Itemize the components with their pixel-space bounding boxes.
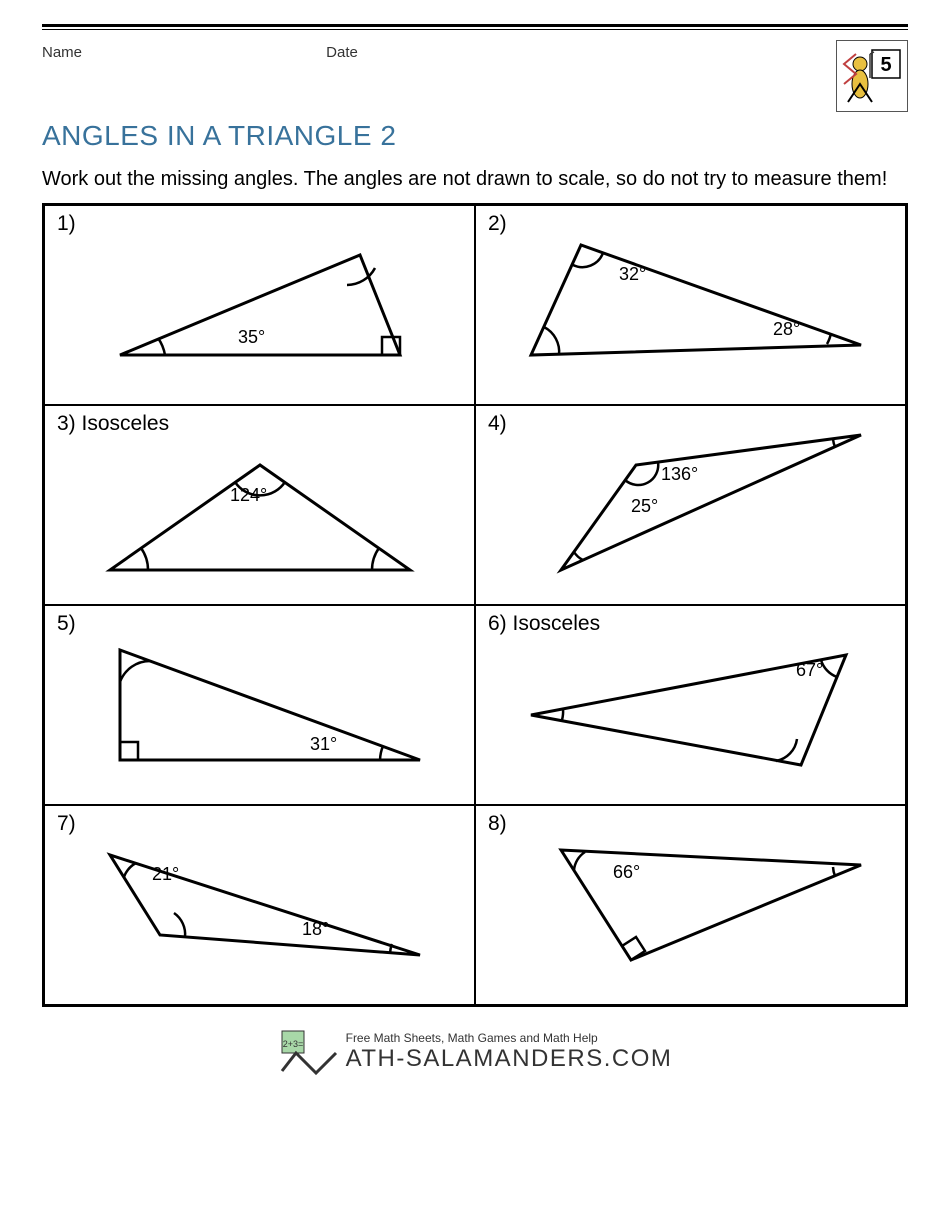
problem-number: 2) bbox=[488, 212, 507, 236]
triangle-diagram: 31° bbox=[70, 620, 450, 790]
problem-number: 8) bbox=[488, 812, 507, 836]
triangle-diagram: 35° bbox=[80, 225, 440, 385]
page-rule bbox=[42, 24, 908, 30]
svg-text:2+3=: 2+3= bbox=[282, 1039, 303, 1049]
triangle-diagram: 67° bbox=[501, 620, 881, 790]
angle-label: 18° bbox=[302, 919, 329, 939]
grade-badge-icon: 5 bbox=[836, 40, 908, 112]
grade-number: 5 bbox=[880, 54, 891, 76]
instructions: Work out the missing angles. The angles … bbox=[42, 166, 908, 193]
page-footer: 2+3= Free Math Sheets, Math Games and Ma… bbox=[42, 1027, 908, 1082]
page-title: ANGLES IN A TRIANGLE 2 bbox=[42, 120, 908, 152]
angle-label: 136° bbox=[661, 464, 698, 484]
angle-label: 21° bbox=[152, 864, 179, 884]
problem-cell: 2) 32° 28° bbox=[475, 205, 906, 405]
problem-number: 6) Isosceles bbox=[488, 612, 600, 636]
angle-label: 25° bbox=[631, 496, 658, 516]
angle-label: 124° bbox=[230, 485, 267, 505]
problem-number: 1) bbox=[57, 212, 76, 236]
footer-tagline: Free Math Sheets, Math Games and Math He… bbox=[346, 1031, 673, 1045]
problem-cell: 8) 66° bbox=[475, 805, 906, 1005]
triangle-diagram: 32° 28° bbox=[501, 225, 881, 385]
footer-site: ATH-SALAMANDERS.COM bbox=[346, 1045, 673, 1073]
problem-grid: 1) 35° 2) bbox=[42, 203, 908, 1007]
angle-label: 35° bbox=[238, 327, 265, 347]
problem-cell: 5) 31° bbox=[44, 605, 475, 805]
angle-label: 67° bbox=[796, 660, 823, 680]
angle-label: 66° bbox=[613, 862, 640, 882]
problem-number: 3) Isosceles bbox=[57, 412, 169, 436]
header-row: Name Date 5 bbox=[42, 44, 908, 114]
angle-label: 31° bbox=[310, 734, 337, 754]
problem-number: 7) bbox=[57, 812, 76, 836]
salamander-logo-icon: 2+3= bbox=[278, 1027, 338, 1077]
problem-cell: 7) 21° 18° bbox=[44, 805, 475, 1005]
triangle-diagram: 21° 18° bbox=[70, 820, 450, 990]
problem-number: 4) bbox=[488, 412, 507, 436]
problem-number: 5) bbox=[57, 612, 76, 636]
triangle-diagram: 124° bbox=[70, 425, 450, 585]
date-label: Date bbox=[326, 44, 358, 61]
problem-cell: 6) Isosceles 67° bbox=[475, 605, 906, 805]
angle-label: 28° bbox=[773, 319, 800, 339]
name-label: Name bbox=[42, 44, 322, 61]
triangle-diagram: 66° bbox=[501, 820, 881, 990]
problem-cell: 4) 136° 25° bbox=[475, 405, 906, 605]
problem-cell: 3) Isosceles 124° bbox=[44, 405, 475, 605]
triangle-diagram: 136° 25° bbox=[501, 420, 881, 590]
angle-label: 32° bbox=[619, 264, 646, 284]
problem-cell: 1) 35° bbox=[44, 205, 475, 405]
